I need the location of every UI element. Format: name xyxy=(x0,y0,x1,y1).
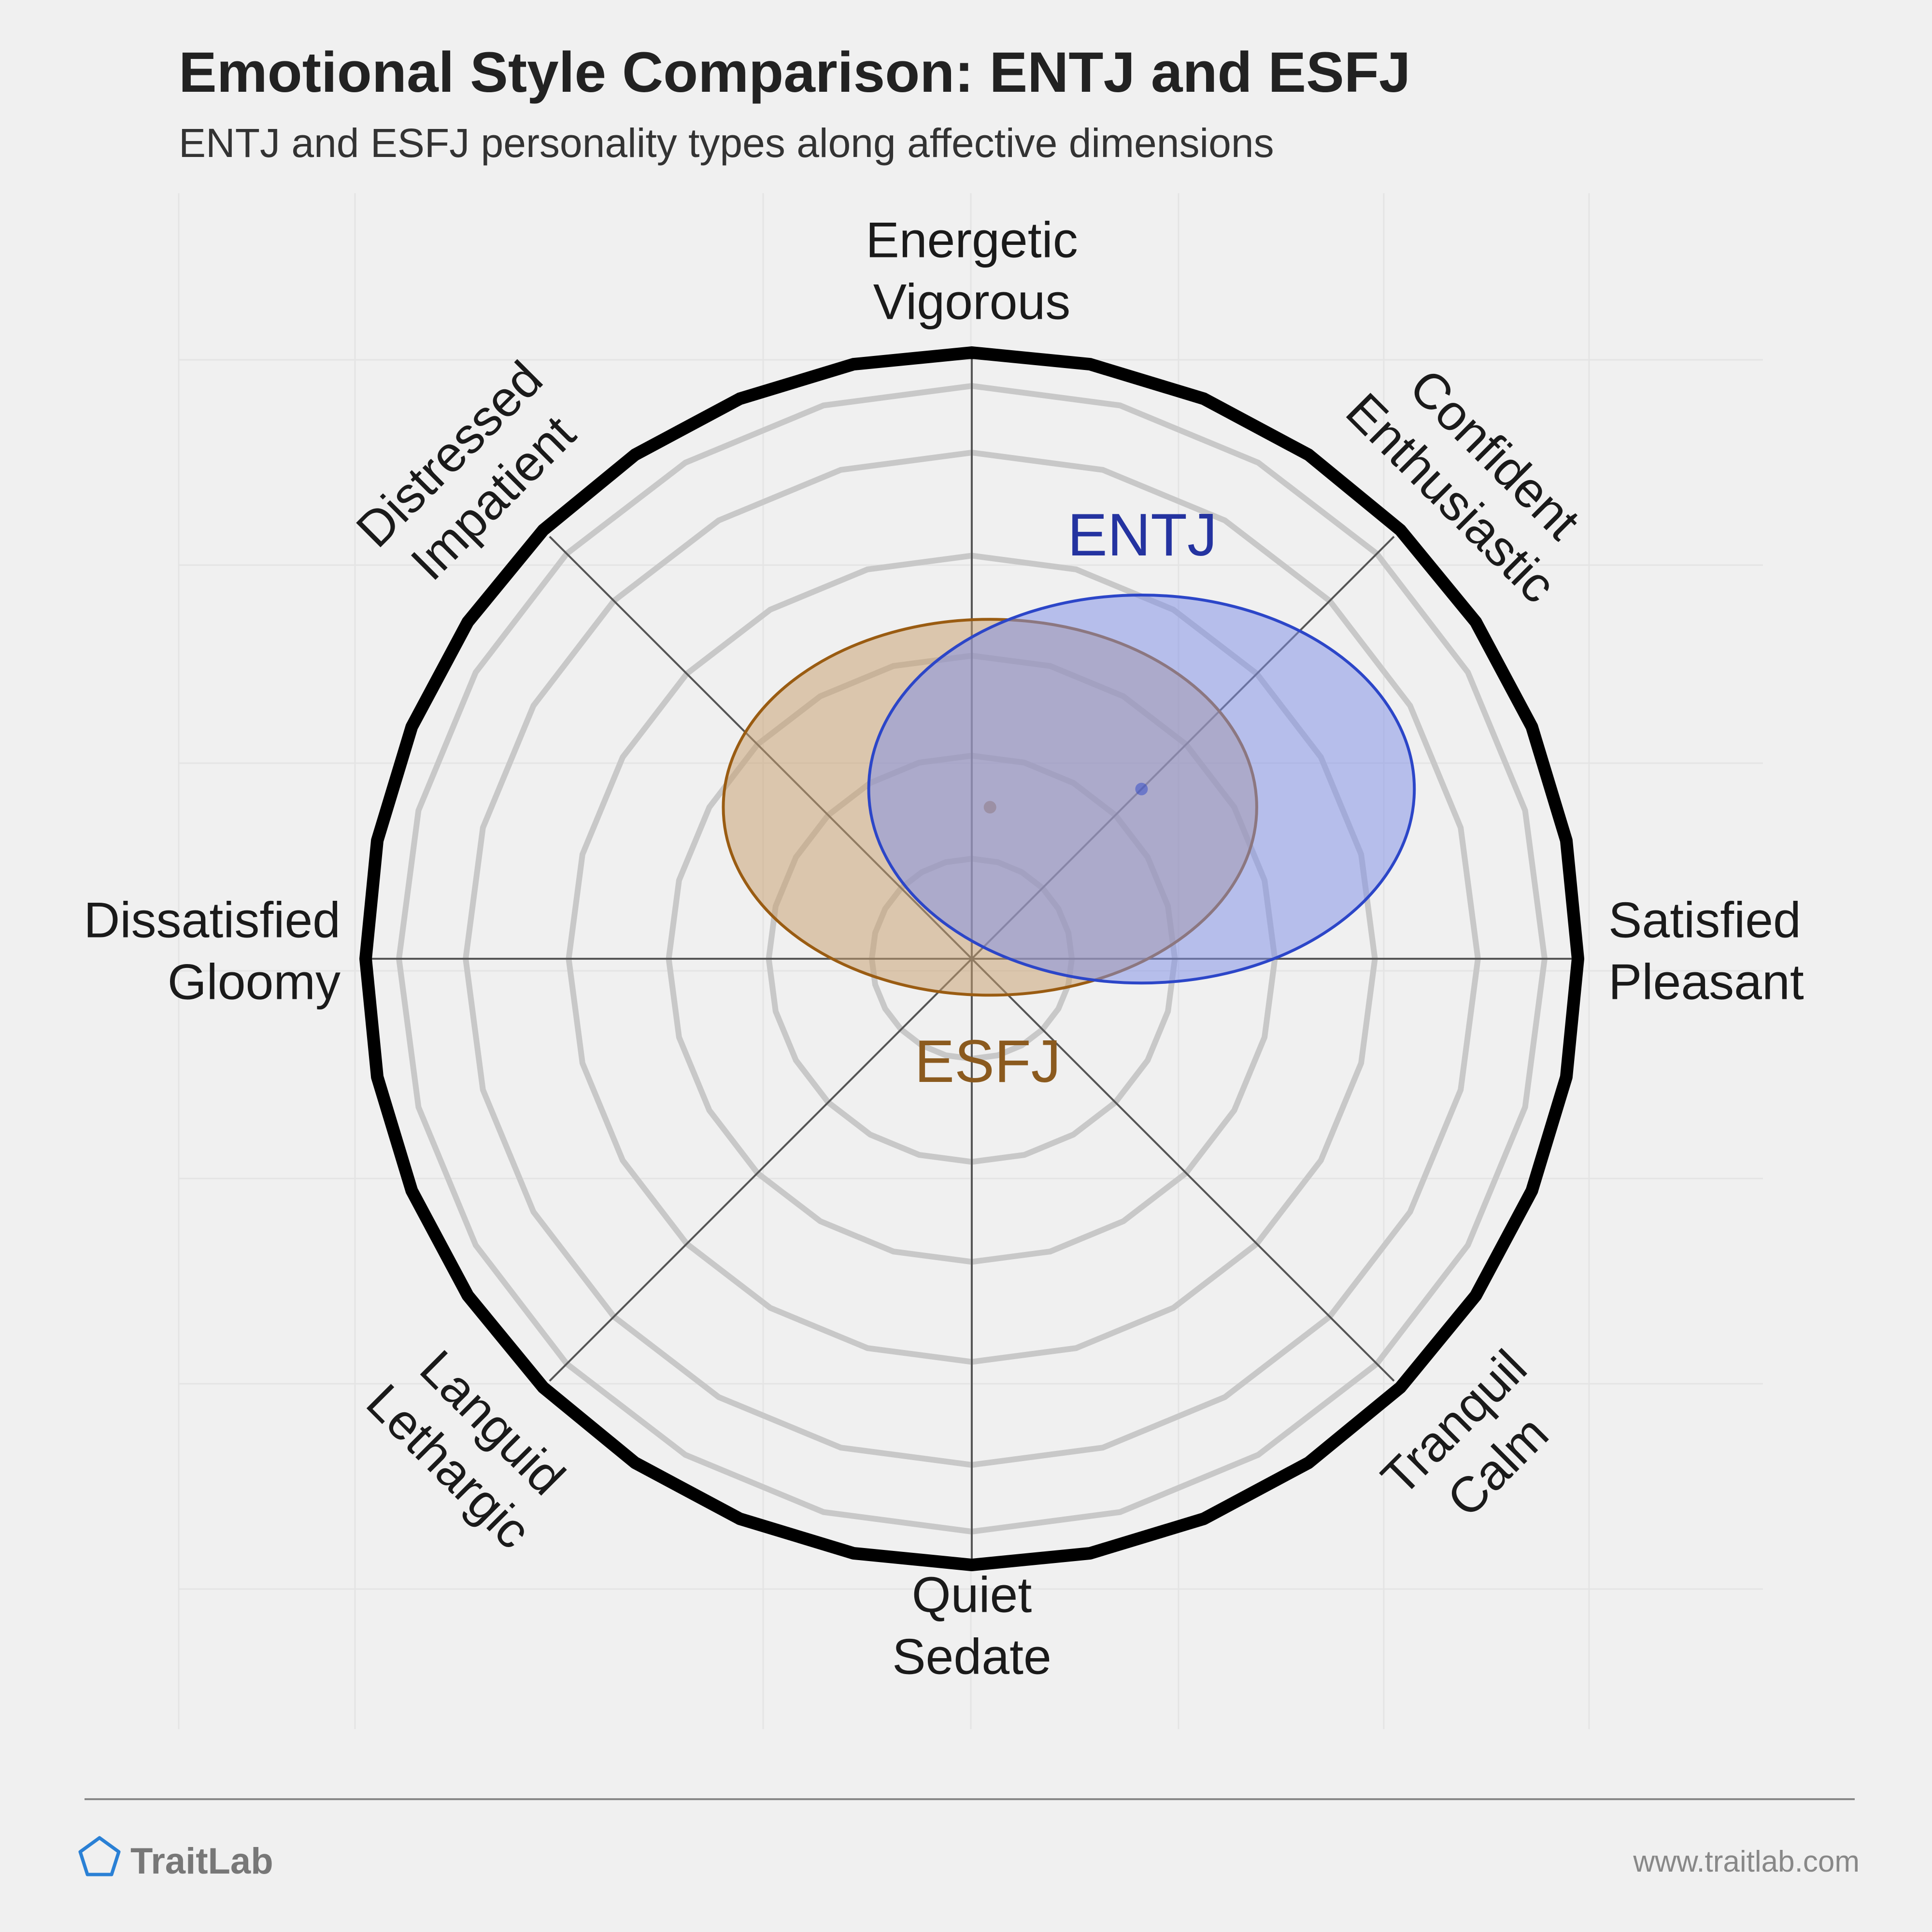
footer-url-link[interactable]: www.traitlab.com xyxy=(1633,1845,1860,1878)
footer-brand-group[interactable]: TraitLab xyxy=(78,1836,273,1882)
axis-label-line: Satisfied xyxy=(1608,892,1801,948)
axis-label-e: Satisfied Pleasant xyxy=(1608,892,1804,1010)
axis-label-w: Dissatisfied Gloomy xyxy=(84,892,341,1010)
axis-label-line: Vigorous xyxy=(873,274,1071,330)
series-layer xyxy=(722,594,1416,997)
axis-label-s: Quiet Sedate xyxy=(892,1567,1051,1685)
series-label-esfj: ESFJ xyxy=(914,1028,1061,1095)
axis-label-line: Energetic xyxy=(866,212,1078,268)
footer-brand-name: TraitLab xyxy=(130,1841,273,1882)
axis-label-line: Dissatisfied xyxy=(84,892,341,948)
axis-label-n: Energetic Vigorous xyxy=(866,212,1078,330)
series-label-entj: ENTJ xyxy=(1067,502,1217,568)
chart-title: Emotional Style Comparison: ENTJ and ESF… xyxy=(179,41,1411,104)
pentagon-icon xyxy=(78,1836,121,1876)
axis-label-line: Sedate xyxy=(892,1629,1051,1685)
chart-subtitle: ENTJ and ESFJ personality types along af… xyxy=(179,120,1274,166)
outer-boundary-ring xyxy=(359,346,1584,1571)
series-center-point-entj xyxy=(1135,782,1148,796)
axis-label-line: Gloomy xyxy=(168,954,341,1010)
axis-label-line: Quiet xyxy=(912,1567,1032,1623)
series-labels: ESFJ ENTJ xyxy=(914,502,1217,1095)
outer-ring xyxy=(359,346,1584,1571)
axis-label-line: Pleasant xyxy=(1608,954,1804,1010)
